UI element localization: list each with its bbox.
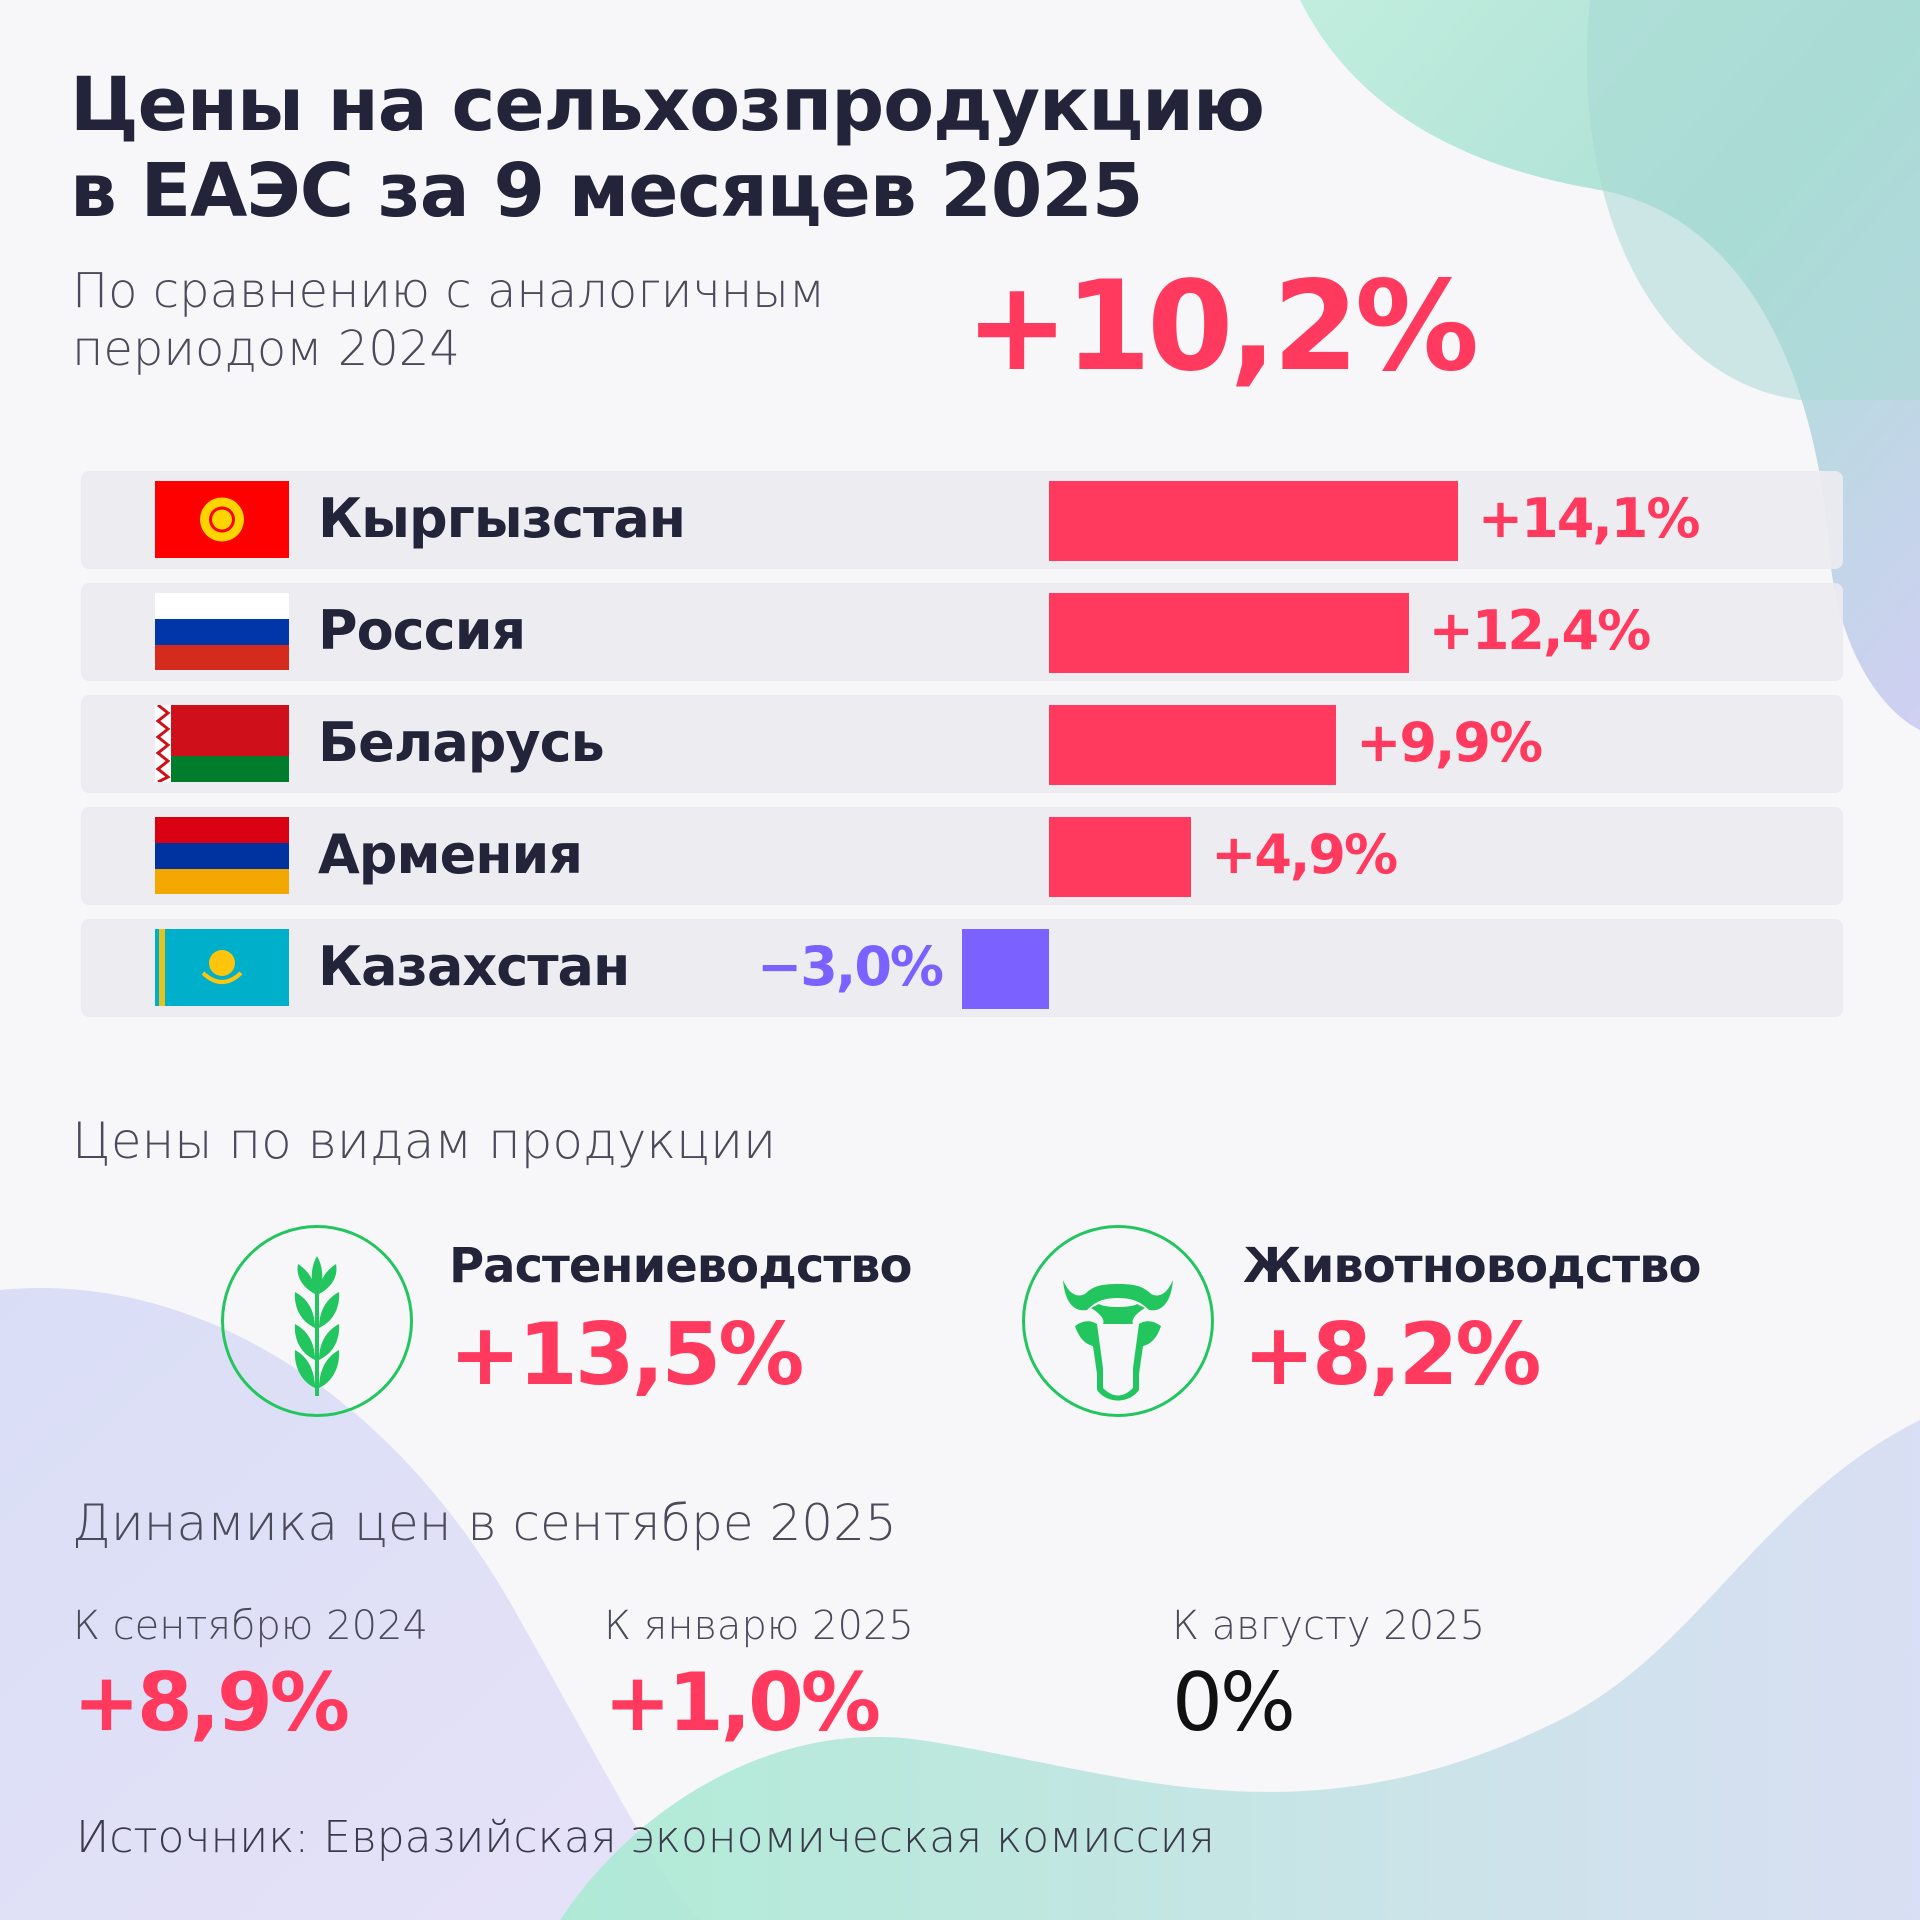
- dynamics-label-aug2025: К августу 2025: [1172, 1603, 1486, 1649]
- bar: [1049, 481, 1458, 561]
- bar-value-label: −3,0%: [756, 935, 944, 998]
- dynamics-label-sep2024: К сентябрю 2024: [73, 1603, 428, 1649]
- dynamics-value-sep2024: +8,9%: [73, 1656, 350, 1749]
- bar: [1049, 817, 1192, 897]
- country-name: Казахстан: [318, 935, 630, 998]
- belarus-flag: [155, 705, 289, 782]
- livestock-value: +8,2%: [1243, 1305, 1542, 1405]
- country-name: Кыргызстан: [318, 487, 686, 550]
- bar-value-label: +4,9%: [1211, 823, 1398, 886]
- page-title: Цены на сельхозпродукцию в ЕАЭС за 9 мес…: [70, 62, 1265, 234]
- kyrgyzstan-flag: [155, 481, 289, 558]
- country-row: Россия +12,4%: [81, 583, 1843, 681]
- dynamics-heading: Динамика цен в сентябре 2025: [72, 1494, 897, 1552]
- subtitle: По сравнению с аналогичным периодом 2024: [72, 262, 825, 378]
- crop-value: +13,5%: [449, 1305, 804, 1405]
- bar: [962, 929, 1049, 1009]
- bar-value-label: +9,9%: [1356, 711, 1543, 774]
- cow-icon: [1022, 1225, 1214, 1417]
- country-name: Россия: [318, 599, 526, 662]
- bar: [1049, 593, 1409, 673]
- dynamics-value-aug2025: 0%: [1172, 1656, 1296, 1749]
- armenia-flag: [155, 817, 289, 894]
- crop-label: Растениеводство: [449, 1238, 912, 1294]
- country-name: Беларусь: [318, 711, 605, 774]
- title-line-1: Цены на сельхозпродукцию: [70, 62, 1265, 148]
- subtitle-line-2: периодом 2024: [72, 321, 460, 377]
- bar-value-label: +14,1%: [1477, 487, 1701, 550]
- wheat-icon: [221, 1225, 413, 1417]
- bar-value-label: +12,4%: [1428, 599, 1652, 662]
- title-line-2: в ЕАЭС за 9 месяцев 2025: [70, 148, 1143, 234]
- country-row: Казахстан −3,0%: [81, 919, 1843, 1017]
- kazakhstan-flag: [155, 929, 289, 1006]
- country-row: Армения +4,9%: [81, 807, 1843, 905]
- country-name: Армения: [318, 823, 583, 886]
- source-note: Источник: Евразийская экономическая коми…: [76, 1812, 1215, 1863]
- bar: [1049, 705, 1337, 785]
- russia-flag: [155, 593, 289, 670]
- total-change: +10,2%: [965, 255, 1479, 399]
- subtitle-line-1: По сравнению с аналогичным: [72, 263, 826, 319]
- country-row: Беларусь +9,9%: [81, 695, 1843, 793]
- dynamics-label-jan2025: К январю 2025: [604, 1603, 914, 1649]
- livestock-label: Животноводство: [1243, 1238, 1701, 1294]
- dynamics-value-jan2025: +1,0%: [604, 1656, 881, 1749]
- country-row: Кыргызстан +14,1%: [81, 471, 1843, 569]
- products-heading: Цены по видам продукции: [72, 1112, 777, 1170]
